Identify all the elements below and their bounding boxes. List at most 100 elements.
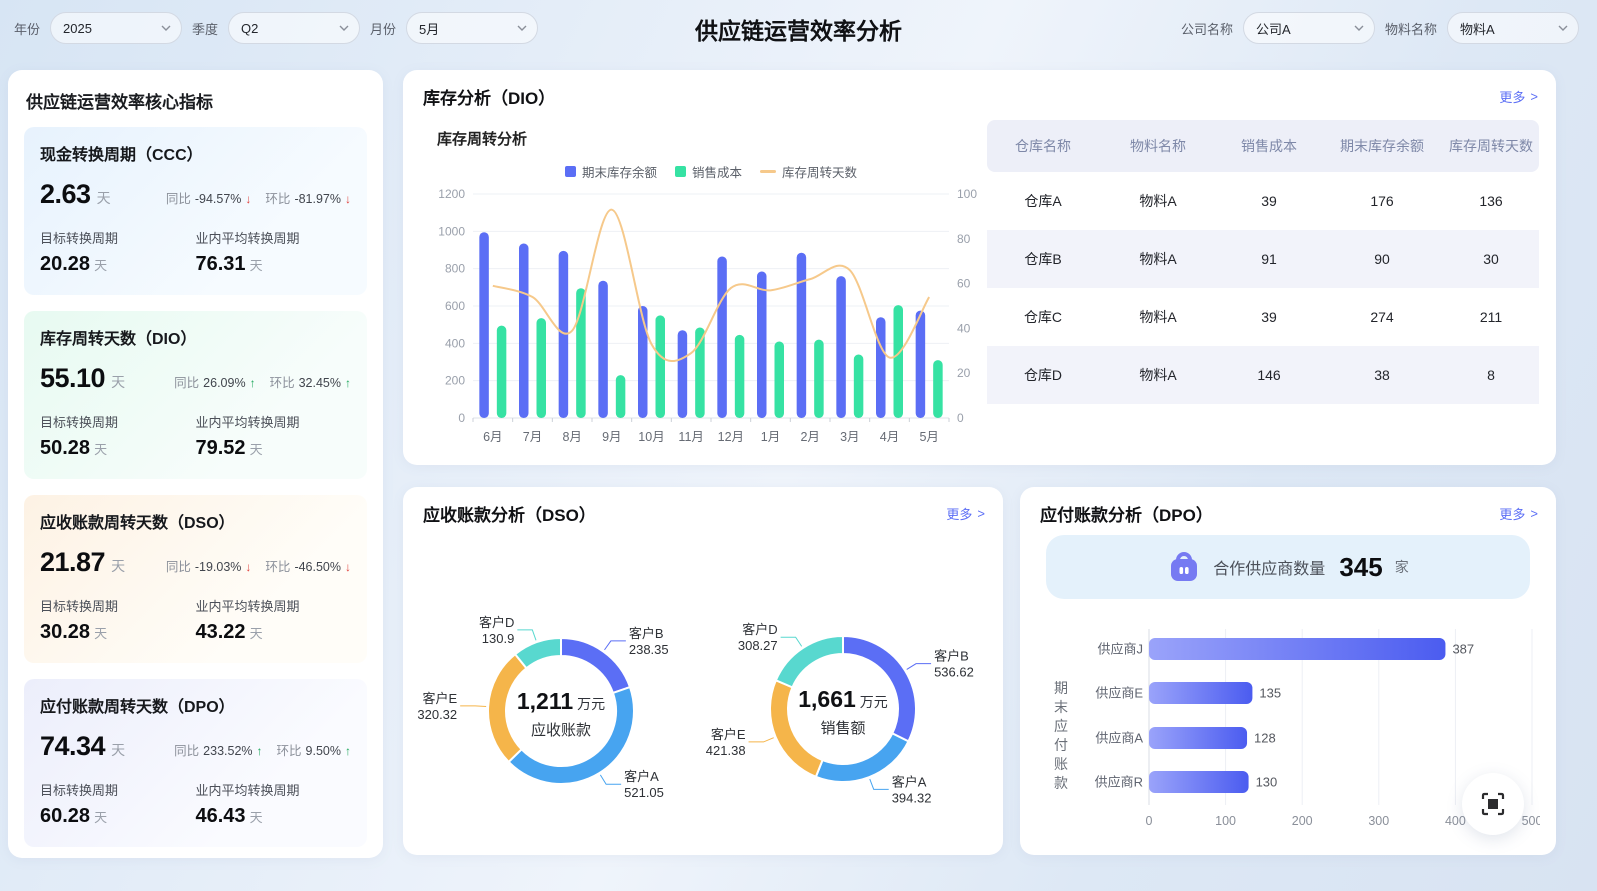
mom-trend: 环比 9.50% ↑	[276, 744, 351, 758]
kpi-value: 74.34	[40, 731, 106, 761]
svg-text:客户B: 客户B	[934, 649, 969, 664]
kpi-value: 2.63	[40, 179, 91, 209]
svg-text:135: 135	[1259, 686, 1281, 701]
trend-arrow-icon: ↑	[345, 376, 351, 390]
svg-text:5月: 5月	[919, 430, 938, 444]
yoy-trend: 同比 26.09% ↑	[174, 376, 256, 390]
kpi-card-dpo: 应付账款周转天数（DPO） 74.34 天 同比 233.52% ↑ 环比 9.50%…	[24, 679, 367, 847]
fullscreen-button[interactable]	[1462, 773, 1524, 835]
year-label: 年份	[14, 21, 41, 37]
table-row: 仓库D 物料A 146 38 8	[987, 346, 1539, 404]
top-bar: 供应链运营效率分析 年份 2025 季度 Q2 月份 5月 公司名称 公司A 物…	[0, 0, 1597, 56]
table-header-row: 仓库名称 物料名称 销售成本 期末库存余额 库存周转天数	[987, 120, 1539, 172]
fullscreen-icon	[1481, 792, 1505, 816]
legend-item-turnover-days[interactable]: 库存周转天数	[760, 162, 857, 181]
dpo-panel-title: 应付账款分析（DPO）	[1040, 506, 1213, 525]
inventory-more-link[interactable]: 更多 >	[1499, 89, 1538, 105]
legend-swatch	[564, 166, 576, 177]
table-row: 仓库B 物料A 91 90 30	[987, 230, 1539, 288]
svg-text:供应商R: 供应商R	[1095, 775, 1143, 790]
svg-text:供应商E: 供应商E	[1095, 686, 1143, 701]
sales-donut-chart: 客户B 536.62 客户A 394.32 客户E 421.38 客户D 308.27 1,66…	[693, 587, 993, 827]
svg-text:2月: 2月	[800, 430, 819, 444]
yoy-trend: 同比 -94.57% ↓	[165, 192, 252, 206]
kpi-unit: 天	[111, 374, 126, 390]
company-label: 公司名称	[1180, 21, 1233, 37]
svg-text:536.62: 536.62	[934, 665, 974, 680]
kpi-card-dso: 应收账款周转天数（DSO） 21.87 天 同比 -19.03% ↓ 环比 -46.5…	[24, 495, 367, 663]
inventory-combo-chart: 0 200 400 600 800 1000 1200 0 20 40 60 80 100 6月 7月 8月 9…	[431, 180, 991, 448]
svg-text:400: 400	[445, 336, 465, 350]
svg-text:394.32: 394.32	[892, 790, 932, 805]
mom-trend: 环比 32.45% ↑	[269, 376, 351, 390]
company-select[interactable]: 公司A	[1242, 12, 1375, 44]
kpi-value: 55.10	[40, 363, 106, 393]
svg-text:3月: 3月	[840, 430, 859, 444]
svg-text:销售额: 销售额	[820, 720, 865, 737]
legend-item-inventory-balance[interactable]: 期末库存余额	[564, 162, 657, 181]
trend-arrow-icon: ↑	[345, 744, 351, 758]
svg-text:80: 80	[957, 232, 971, 246]
supplier-count-value: 345	[1339, 551, 1383, 582]
svg-text:客户A: 客户A	[892, 774, 927, 789]
svg-text:11月: 11月	[678, 430, 703, 444]
table-row: 仓库C 物料A 39 274 211	[1023, 309, 1503, 325]
target-cycle: 目标转换周期 50.28 天	[40, 415, 119, 459]
quarter-label: 季度	[192, 21, 219, 37]
svg-text:300: 300	[1368, 814, 1389, 828]
svg-text:12月: 12月	[718, 430, 744, 444]
chevron-right-icon: >	[977, 506, 985, 521]
quarter-select[interactable]: Q2	[228, 12, 361, 44]
svg-text:6月: 6月	[483, 430, 502, 444]
svg-text:客户D: 客户D	[479, 615, 514, 630]
kpi-unit: 天	[111, 742, 126, 758]
yoy-trend: 同比 233.52% ↑	[174, 744, 263, 758]
inventory-panel-title: 库存分析（DIO）	[423, 89, 556, 108]
svg-text:0: 0	[957, 411, 964, 425]
legend-item-cogs[interactable]: 销售成本	[674, 162, 742, 181]
svg-text:320.32: 320.32	[417, 707, 457, 722]
svg-text:800: 800	[445, 262, 465, 276]
industry-cycle: 业内平均转换周期 46.43 天	[195, 783, 300, 827]
dso-more-link[interactable]: 更多 >	[946, 506, 985, 522]
svg-text:1月: 1月	[761, 430, 780, 444]
svg-text:0: 0	[1146, 814, 1153, 828]
industry-cycle: 业内平均转换周期 79.52 天	[195, 415, 300, 459]
svg-text:387: 387	[1452, 642, 1474, 657]
svg-text:130: 130	[1256, 775, 1278, 790]
svg-text:8月: 8月	[562, 430, 581, 444]
dso-panel-title: 应收账款分析（DSO）	[423, 506, 596, 525]
mom-trend: 环比 -46.50% ↓	[265, 560, 351, 574]
month-select[interactable]: 5月	[406, 12, 539, 44]
svg-text:600: 600	[445, 299, 465, 313]
material-select[interactable]: 物料A	[1447, 12, 1579, 44]
kpi-card-dio: 库存周转天数（DIO） 55.10 天 同比 26.09% ↑ 环比 32.45% ↑ …	[24, 311, 367, 479]
receivables-donut-chart: 客户B 238.35 客户A 521.05 客户E 320.32 客户D 130.9 1,211…	[411, 589, 711, 829]
dpo-more-link[interactable]: 更多 >	[1499, 506, 1538, 522]
receivables-analysis-panel: 应收账款分析（DSO） 更多 > 客户B 238.35 客户A 521.05 客户E 320…	[403, 487, 1003, 855]
dpo-axis-title: 期 末 应 付 账 款	[1054, 680, 1068, 791]
year-select[interactable]: 2025	[50, 12, 183, 44]
svg-text:9月: 9月	[602, 430, 621, 444]
shopping-bag-icon	[1171, 552, 1198, 581]
inventory-analysis-panel: 库存分析（DIO） 更多 > 库存周转分析 期末库存余额 销售成本 库存周转天数 …	[403, 70, 1556, 465]
target-cycle: 目标转换周期 30.28 天	[40, 599, 119, 643]
svg-text:客户D: 客户D	[742, 622, 777, 637]
svg-text:40: 40	[957, 321, 971, 335]
svg-text:200: 200	[1292, 814, 1313, 828]
chevron-down-icon	[517, 25, 527, 31]
svg-text:客户A: 客户A	[624, 769, 659, 784]
svg-text:客户B: 客户B	[629, 626, 664, 641]
svg-text:供应商A: 供应商A	[1095, 731, 1143, 746]
filter-group-left: 年份 2025 季度 Q2 月份 5月	[14, 12, 539, 44]
svg-text:客户E: 客户E	[422, 691, 457, 706]
svg-text:应收账款: 应收账款	[531, 721, 591, 739]
svg-text:100: 100	[1215, 814, 1236, 828]
kpi-name: 应付账款周转天数（DPO）	[40, 699, 235, 716]
svg-text:1000: 1000	[438, 224, 465, 238]
svg-text:7月: 7月	[523, 430, 542, 444]
svg-text:500: 500	[1522, 814, 1540, 828]
industry-cycle: 业内平均转换周期 76.31 天	[195, 231, 300, 275]
svg-text:200: 200	[445, 374, 465, 388]
